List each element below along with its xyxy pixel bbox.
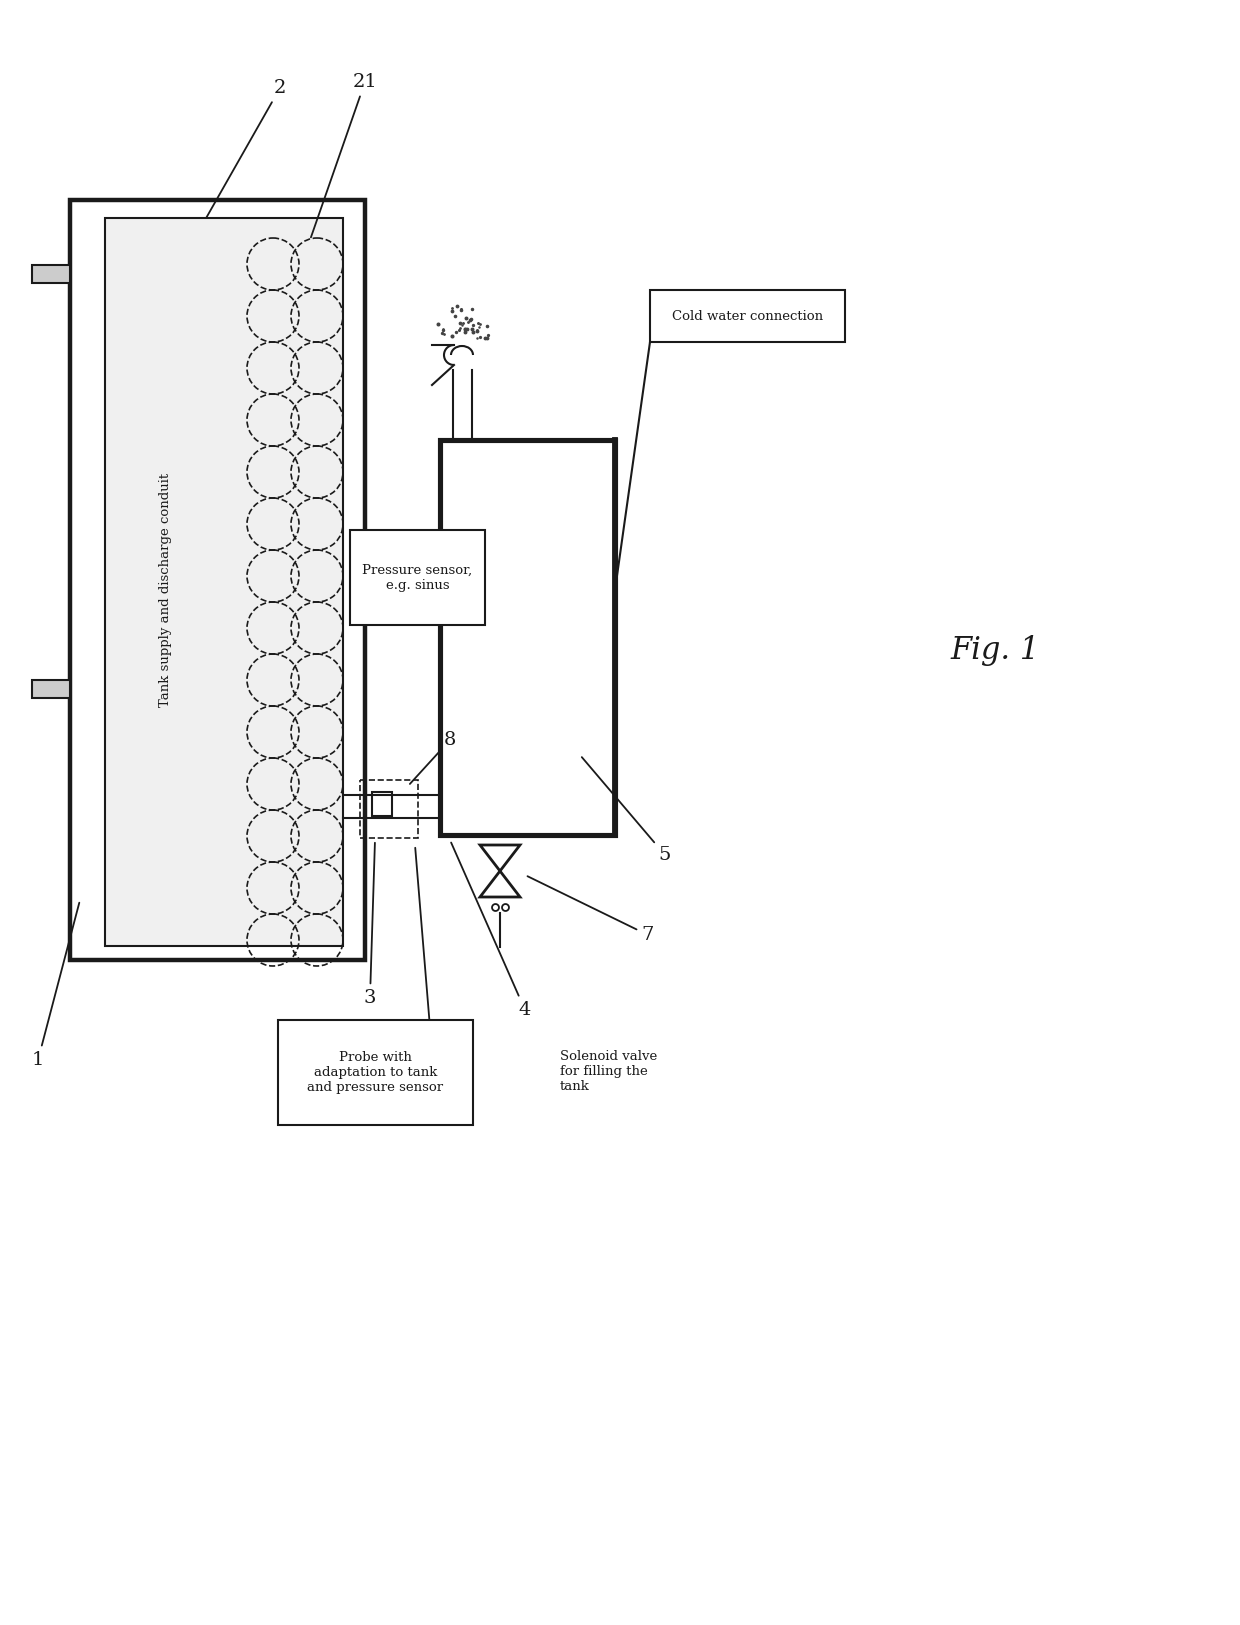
Text: 5: 5 — [582, 757, 671, 864]
Bar — [69, 200, 365, 960]
Text: 7: 7 — [527, 876, 655, 944]
Text: Solenoid valve
for filling the
tank: Solenoid valve for filling the tank — [560, 1050, 657, 1094]
Text: Fig. 1: Fig. 1 — [950, 634, 1039, 666]
Text: 1: 1 — [32, 902, 79, 1069]
Bar — [360, 780, 418, 838]
Text: Probe with
adaptation to tank
and pressure sensor: Probe with adaptation to tank and pressu… — [308, 1051, 444, 1094]
Bar — [440, 440, 615, 835]
Bar — [32, 265, 69, 283]
Text: 4: 4 — [451, 842, 531, 1019]
Text: Tank supply and discharge conduit: Tank supply and discharge conduit — [159, 473, 171, 707]
Text: 21: 21 — [311, 73, 377, 237]
Text: Cold water connection: Cold water connection — [672, 309, 823, 322]
Text: 8: 8 — [410, 731, 456, 783]
Bar — [32, 679, 69, 699]
Text: Pressure sensor,
e.g. sinus: Pressure sensor, e.g. sinus — [362, 564, 472, 592]
Bar — [350, 530, 485, 626]
Bar — [372, 791, 392, 816]
Bar — [650, 289, 844, 341]
Bar — [278, 1020, 472, 1124]
Text: 2: 2 — [206, 80, 286, 218]
Text: 3: 3 — [363, 843, 376, 1008]
Text: 6: 6 — [415, 848, 438, 1061]
Bar — [105, 218, 343, 946]
